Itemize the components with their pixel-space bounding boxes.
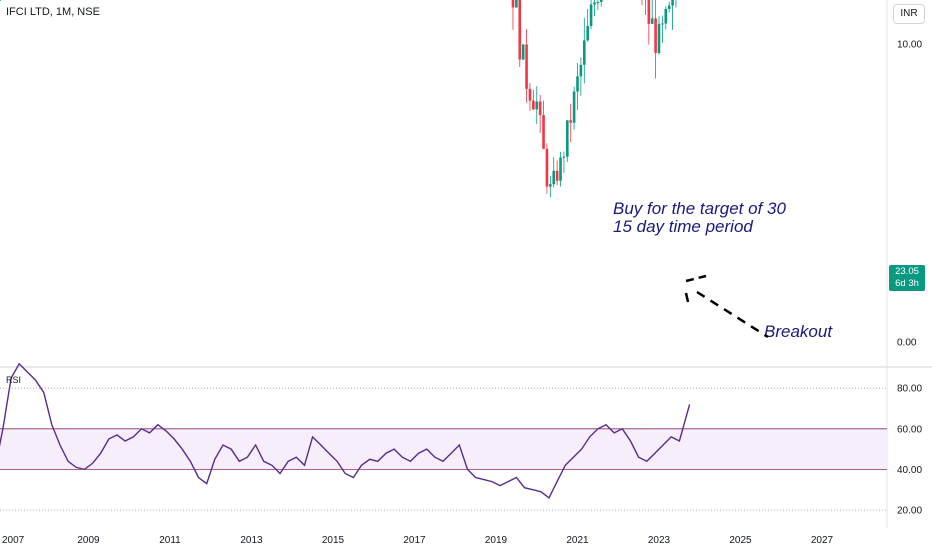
candle-body [555, 170, 559, 181]
candle-body [559, 157, 562, 181]
time-tick-label: 2025 [729, 535, 752, 546]
time-tick-label: 2021 [566, 535, 589, 546]
candle-body [518, 0, 522, 60]
time-tick-label: 2017 [403, 535, 426, 546]
time-tick-label: 2013 [240, 535, 263, 546]
candle-body [657, 23, 661, 54]
chart-title: IFCI LTD, 1M, NSE [6, 6, 100, 18]
annotation-breakout: Breakout [764, 322, 833, 341]
rsi-line [0, 362, 691, 499]
candle-body [521, 44, 525, 60]
candle-body [596, 1, 600, 3]
candle-body [579, 64, 583, 77]
price-tick-label: 0.00 [897, 338, 917, 349]
candle-body [661, 23, 664, 25]
candle-body [569, 120, 573, 123]
candle-body [528, 88, 532, 101]
candle-body [535, 101, 539, 110]
target-arrow-mark [685, 274, 707, 283]
candle-body [667, 5, 671, 9]
currency-button[interactable]: INR [893, 4, 925, 24]
candle-body [538, 101, 542, 116]
last-price-value: 23.05 [895, 266, 919, 277]
candle-body [586, 26, 589, 41]
price-tick-label: 10.00 [897, 40, 922, 51]
time-tick-label: 2007 [2, 535, 25, 546]
rsi-layer [0, 362, 887, 511]
time-tick-label: 2019 [485, 535, 508, 546]
rsi-tick-label: 80.00 [897, 384, 922, 395]
candle-body [532, 100, 535, 110]
candle-body [545, 148, 549, 187]
time-tick-label: 2023 [648, 535, 671, 546]
last-price-badge: 23.05 6d 3h [889, 265, 925, 291]
rsi-band [0, 428, 887, 470]
time-tick-label: 2027 [811, 535, 834, 546]
candle-body [566, 120, 569, 157]
annotation-line2: 15 day time period [613, 217, 753, 236]
rsi-label: RSI [6, 375, 22, 385]
candle-body [650, 18, 654, 24]
breakout-arrow-mark [696, 290, 769, 339]
candle-body [552, 170, 556, 185]
candle-body [549, 184, 552, 187]
annotation-line1: Buy for the target of 30 [613, 199, 786, 218]
candle-body [511, 0, 515, 8]
time-tick-label: 2015 [322, 535, 345, 546]
candle-body [593, 2, 596, 5]
candle-body [647, 0, 651, 24]
bar-countdown: 6d 3h [895, 278, 919, 289]
candle-layer [0, 0, 677, 198]
candle-body [525, 44, 528, 89]
candle-body [562, 156, 566, 158]
breakout-tick-mark [684, 292, 690, 303]
candle-body [664, 8, 668, 24]
rsi-tick-label: 20.00 [897, 506, 922, 517]
candle-body [599, 0, 603, 2]
rsi-tick-label: 60.00 [897, 424, 922, 435]
candle-body [589, 4, 593, 27]
time-tick-label: 2011 [159, 535, 181, 546]
candle-body [671, 0, 674, 6]
candle-body [582, 40, 586, 65]
rsi-tick-label: 40.00 [897, 465, 922, 476]
candle-body [572, 91, 576, 123]
candle-body [542, 115, 545, 149]
candle-body [515, 0, 518, 8]
candle-body [654, 18, 657, 54]
candle-body [576, 76, 579, 92]
time-tick-label: 2009 [77, 535, 100, 546]
annot-layer: Buy for the target of 30 15 day time per… [613, 199, 833, 341]
